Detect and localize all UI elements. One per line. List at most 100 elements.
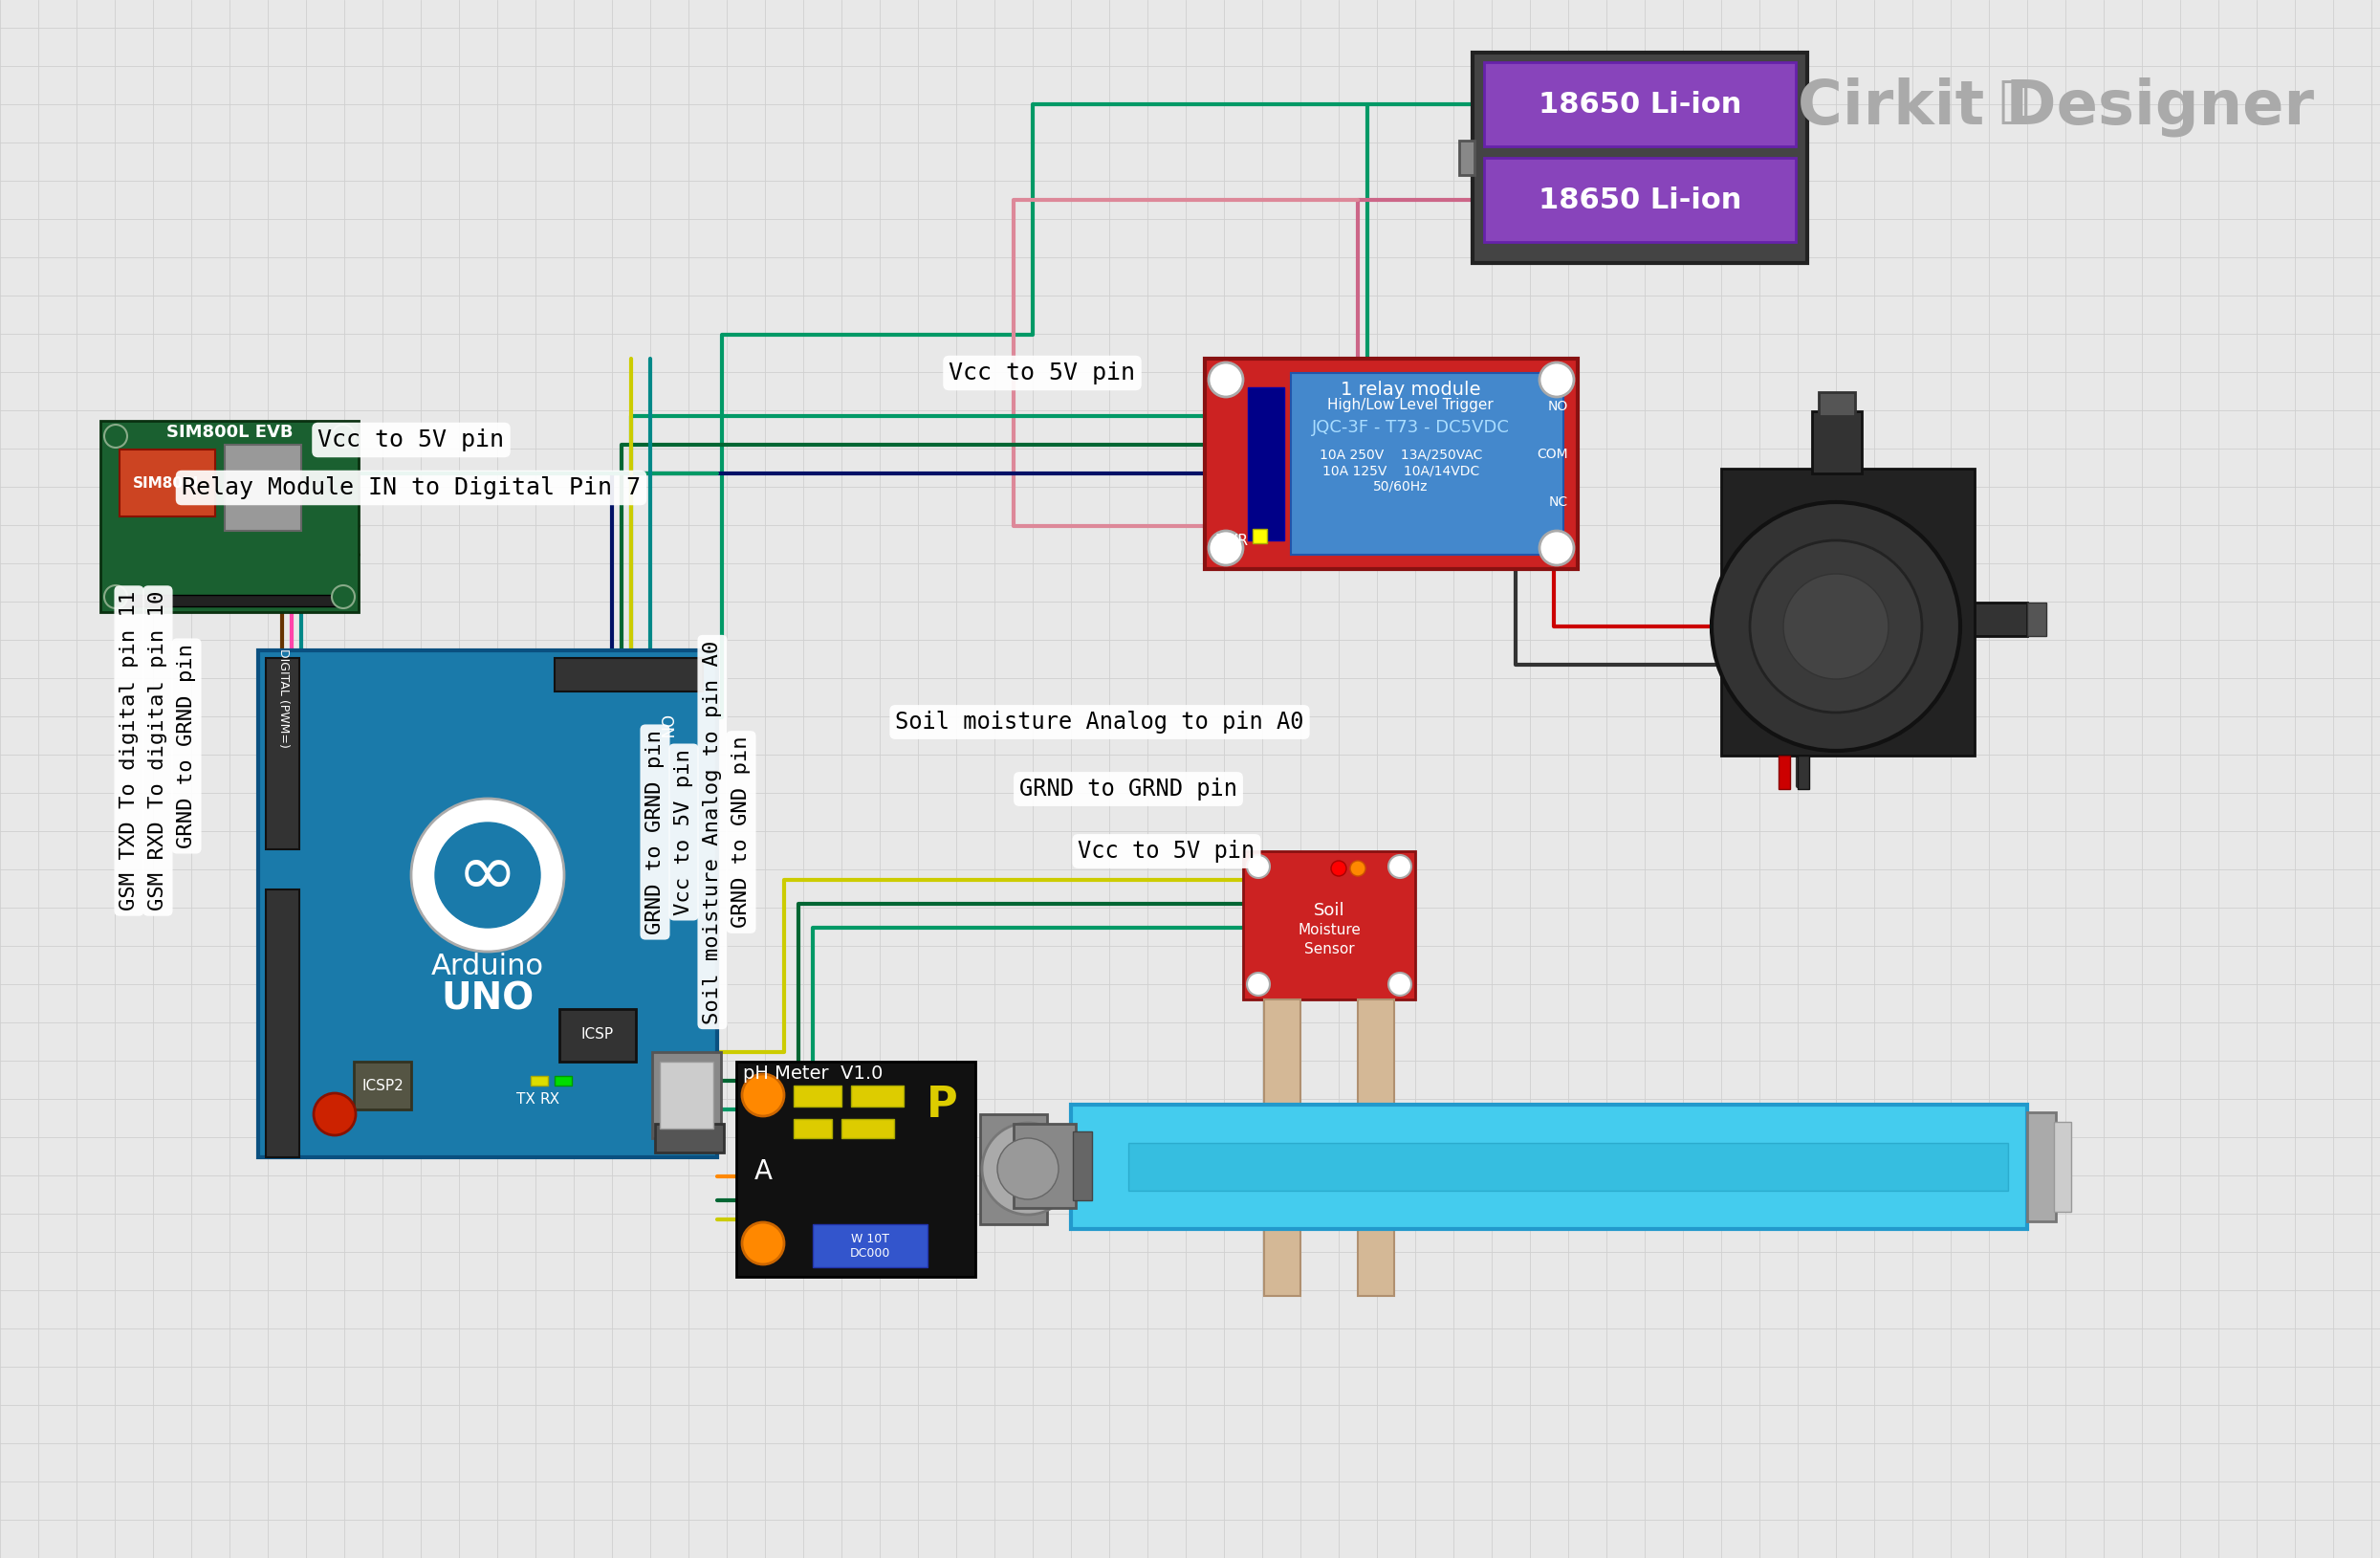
Bar [1014,1123,1076,1207]
Bar [2054,1122,2071,1212]
Text: 10A 250V    13A/250VAC: 10A 250V 13A/250VAC [1319,447,1483,461]
Circle shape [997,1139,1059,1200]
Bar [1290,372,1564,555]
Circle shape [436,823,540,927]
Circle shape [1711,502,1961,751]
Text: DIGITAL (PWM=): DIGITAL (PWM=) [276,648,290,748]
Text: GRND to GRND pin: GRND to GRND pin [645,729,664,935]
Text: GRND to GRND pin: GRND to GRND pin [1019,777,1238,801]
Bar [1485,157,1797,241]
Circle shape [314,1094,355,1136]
Circle shape [331,425,355,447]
Circle shape [743,1073,783,1116]
Bar [735,1061,976,1278]
Text: GSM TXD To digital pin 11: GSM TXD To digital pin 11 [119,590,138,911]
Bar [267,657,300,849]
Bar [531,1077,547,1086]
Text: Cirkit Designer: Cirkit Designer [1797,76,2313,136]
Text: TX: TX [516,1092,536,1108]
Bar [559,1010,635,1061]
Text: pH Meter  V1.0: pH Meter V1.0 [743,1064,883,1083]
Circle shape [1388,855,1411,879]
Bar [793,1086,843,1106]
Bar [1252,528,1266,544]
Text: GRND to GND pin: GRND to GND pin [731,735,750,929]
Circle shape [1209,531,1242,566]
Text: Soil moisture Analog to pin A0: Soil moisture Analog to pin A0 [895,710,1304,734]
Text: P: P [926,1084,957,1125]
Text: Sensor: Sensor [1304,941,1354,957]
Text: ICSP: ICSP [581,1028,614,1042]
Circle shape [105,425,126,447]
Bar [1359,999,1395,1296]
Bar [1071,1105,2028,1229]
Bar [793,1119,833,1139]
Bar [1975,603,2028,636]
Text: 🔧: 🔧 [1999,76,2028,126]
Circle shape [1749,541,1923,712]
Text: 50/60Hz: 50/60Hz [1373,480,1428,492]
Text: A: A [754,1158,771,1186]
Bar [2028,1112,2056,1221]
Bar [659,1061,714,1128]
Bar [1459,140,1476,174]
Bar [355,1061,412,1109]
Circle shape [1247,972,1271,996]
Bar [224,444,302,531]
Text: Vcc to 5V pin: Vcc to 5V pin [1078,840,1254,863]
Text: High/Low Level Trigger: High/Low Level Trigger [1328,397,1495,411]
Text: W 10T
DC000: W 10T DC000 [850,1232,890,1259]
Bar [267,890,300,1158]
Text: Relay Module IN to Digital Pin 7: Relay Module IN to Digital Pin 7 [181,477,640,499]
Circle shape [1330,860,1347,876]
Circle shape [1209,363,1242,397]
Bar [1073,1131,1092,1200]
Circle shape [743,1223,783,1265]
Text: 10A 125V    10A/14VDC: 10A 125V 10A/14VDC [1323,464,1480,477]
Bar [852,1086,904,1106]
Text: RX: RX [540,1092,559,1108]
Text: 18650 Li-ion: 18650 Li-ion [1537,185,1742,213]
Circle shape [1540,531,1573,566]
Bar [2028,603,2047,636]
Text: GSM RXD To digital pin 10: GSM RXD To digital pin 10 [148,590,167,911]
Text: COM: COM [1537,447,1568,461]
Text: SIM800L EVB: SIM800L EVB [167,424,293,441]
Bar [119,450,214,516]
Bar [1811,411,1861,474]
Text: Vcc to 5V pin: Vcc to 5V pin [319,428,505,452]
Bar [1242,851,1416,999]
Text: Vcc to 5V pin: Vcc to 5V pin [674,749,693,915]
Bar [109,595,350,606]
Circle shape [105,586,126,608]
Text: Soil moisture Analog to pin A0: Soil moisture Analog to pin A0 [702,640,721,1024]
Text: UNO: UNO [440,982,533,1017]
Bar [843,1119,895,1139]
Circle shape [1783,573,1887,679]
Circle shape [412,799,564,952]
Text: ICSP2: ICSP2 [362,1078,402,1092]
Bar [1778,756,1790,788]
Text: 18650 Li-ion: 18650 Li-ion [1537,90,1742,118]
Text: SIM800L: SIM800L [133,475,202,491]
Bar [1264,999,1299,1296]
Bar [1818,393,1854,416]
Bar [1473,53,1806,263]
Bar [814,1225,928,1267]
Bar [1247,388,1285,541]
Text: ON: ON [657,715,674,738]
Text: PWR: PWR [1214,533,1250,547]
Circle shape [1388,972,1411,996]
Bar [652,1052,721,1139]
Bar [654,1123,724,1153]
Bar [1485,62,1797,146]
Text: JQC-3F - T73 - DC5VDC: JQC-3F - T73 - DC5VDC [1311,419,1509,436]
Circle shape [1540,363,1573,397]
Text: Moisture: Moisture [1297,922,1361,936]
Text: Soil: Soil [1314,902,1345,919]
Circle shape [1247,855,1271,879]
Text: NO: NO [1547,400,1568,413]
Bar [100,421,359,612]
Text: NC: NC [1549,495,1568,509]
Circle shape [983,1123,1073,1215]
